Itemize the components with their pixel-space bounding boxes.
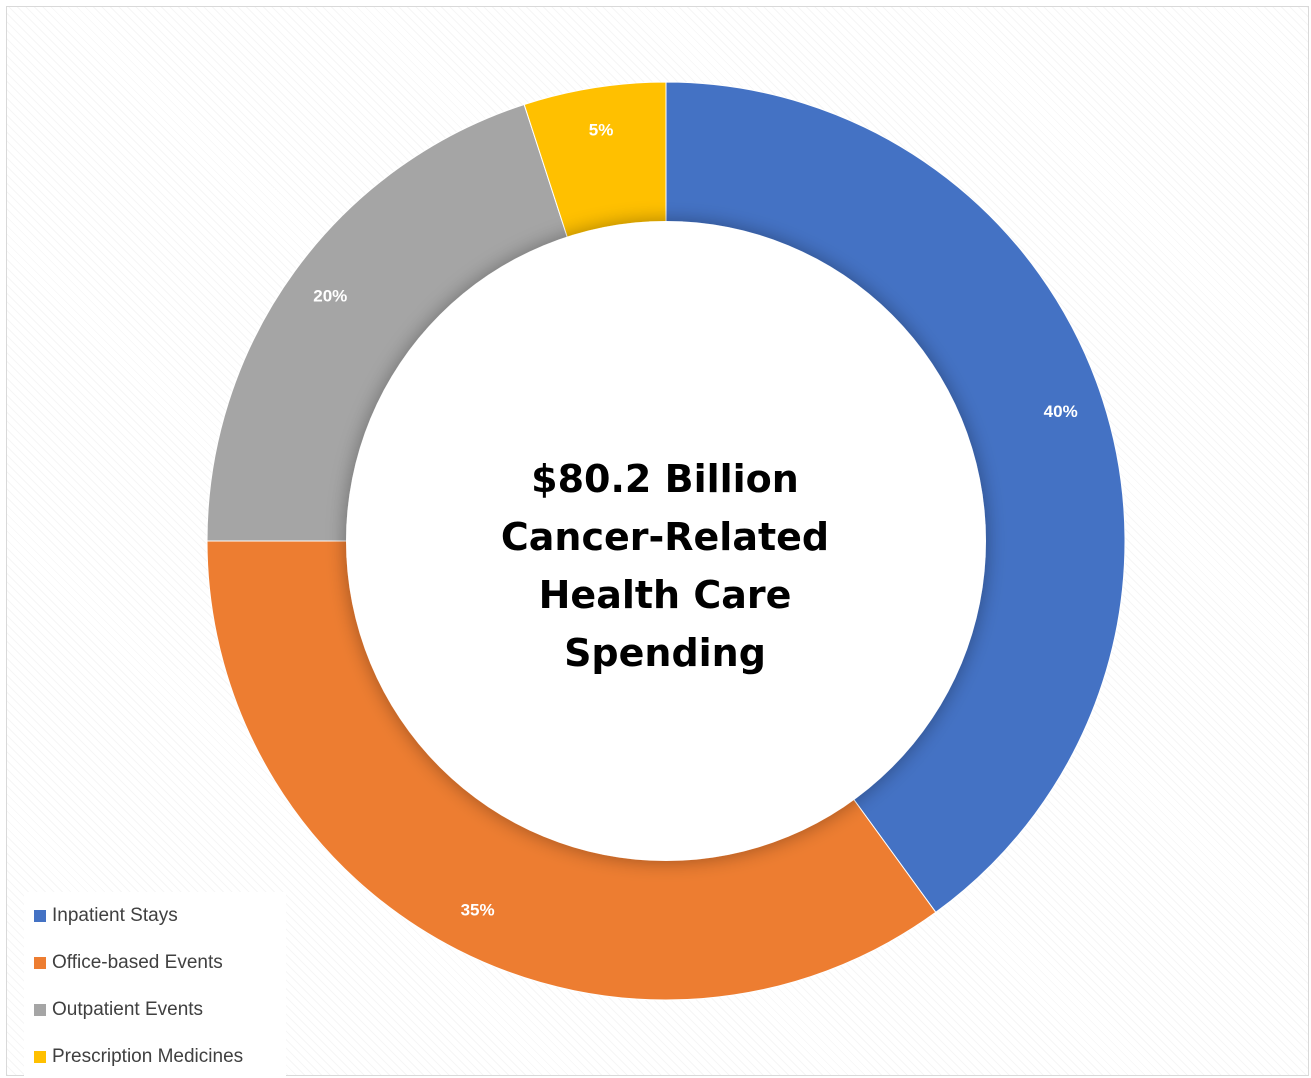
legend-item-prescription-medicines: Prescription Medicines [34,1045,243,1069]
legend-swatch [34,1051,46,1063]
center-title-line-2: Cancer-Related [500,515,830,559]
center-title-line-4: Spending [564,631,766,675]
data-labels: 40% 35% 20% 5% [313,121,1077,920]
legend-item-office-based-events: Office-based Events [34,951,223,975]
data-label-inpatient-stays: 40% [1044,402,1078,421]
center-title: $80.2 Billion Cancer-Related Health Care… [420,450,910,682]
legend-item-outpatient-events: Outpatient Events [34,998,203,1022]
legend: Inpatient Stays Office-based Events Outp… [24,892,286,1078]
legend-label: Prescription Medicines [52,1046,244,1067]
center-title-line-3: Health Care [538,573,792,617]
legend-swatch [34,1004,46,1016]
legend-swatch [34,957,46,969]
legend-label: Inpatient Stays [52,905,178,926]
data-label-prescription-medicines: 5% [589,121,614,140]
legend-item-inpatient-stays: Inpatient Stays [34,904,178,928]
legend-swatch [34,910,46,922]
data-label-outpatient-events: 20% [313,287,347,306]
center-title-line-1: $80.2 Billion [531,457,799,501]
legend-label: Outpatient Events [52,999,204,1020]
legend-label: Office-based Events [52,952,223,973]
donut-hole [346,221,986,861]
data-label-office-based-events: 35% [461,900,495,919]
